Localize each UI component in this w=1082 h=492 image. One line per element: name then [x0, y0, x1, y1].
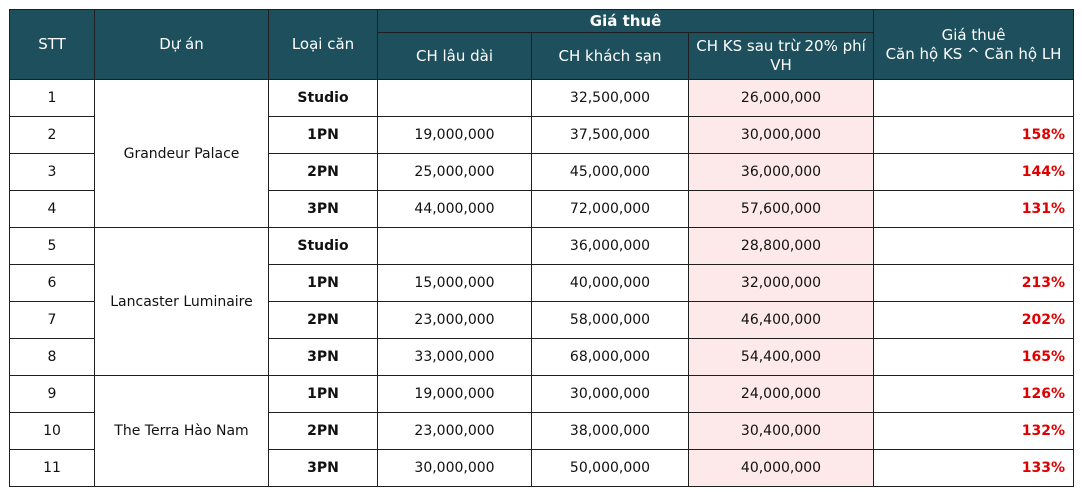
cell-type: 2PN: [268, 153, 378, 191]
cell-stt: 8: [9, 338, 95, 376]
cell-hotel-after: 30,000,000: [687, 116, 875, 154]
table-row: 1 Grandeur Palace Studio 32,500,000 26,0…: [9, 79, 1075, 228]
cell-type: 1PN: [268, 116, 378, 154]
cell-stt: 3: [9, 153, 95, 191]
cell-type: 3PN: [268, 338, 378, 376]
cell-hotel: 50,000,000: [531, 449, 689, 487]
cell-type: 2PN: [268, 301, 378, 339]
cell-project: Lancaster Luminaire: [94, 227, 269, 376]
table-row: 7 2PN 23,000,000 58,000,000 46,400,000 2…: [9, 301, 1075, 339]
cell-long-term: 33,000,000: [377, 338, 532, 376]
rent-table-wrapper: STT Dự án Loại căn Giá thuê Giá thuê Căn…: [9, 9, 1075, 487]
cell-type: 1PN: [268, 264, 378, 302]
cell-ratio: 165%: [873, 338, 1075, 376]
cell-ratio: [873, 227, 1075, 265]
cell-hotel: 32,500,000: [531, 79, 689, 117]
cell-type: Studio: [268, 79, 378, 117]
header-hotel: CH khách sạn: [531, 32, 689, 80]
header-type: Loại căn: [268, 9, 378, 80]
cell-hotel-after: 46,400,000: [687, 301, 875, 339]
cell-stt: 5: [9, 227, 95, 265]
cell-hotel-after: 40,000,000: [687, 449, 875, 487]
cell-long-term: 25,000,000: [377, 153, 532, 191]
cell-hotel-after: 30,400,000: [687, 412, 875, 450]
cell-long-term: 23,000,000: [377, 412, 532, 450]
cell-project: Grandeur Palace: [94, 79, 269, 228]
cell-ratio: 132%: [873, 412, 1075, 450]
cell-type: 2PN: [268, 412, 378, 450]
cell-ratio: 144%: [873, 153, 1075, 191]
cell-stt: 11: [9, 449, 95, 487]
table-row: 10 2PN 23,000,000 38,000,000 30,400,000 …: [9, 412, 1075, 450]
table-row: 2 1PN 19,000,000 37,500,000 30,000,000 1…: [9, 116, 1075, 154]
cell-hotel: 58,000,000: [531, 301, 689, 339]
table-row: 6 1PN 15,000,000 40,000,000 32,000,000 2…: [9, 264, 1075, 302]
cell-stt: 9: [9, 375, 95, 413]
cell-project: The Terra Hào Nam: [94, 375, 269, 487]
cell-stt: 10: [9, 412, 95, 450]
cell-stt: 1: [9, 79, 95, 117]
header-ratio: Giá thuê Căn hộ KS ^ Căn hộ LH: [873, 9, 1075, 80]
cell-type: 3PN: [268, 449, 378, 487]
cell-hotel-after: 26,000,000: [687, 79, 875, 117]
cell-long-term: 30,000,000: [377, 449, 532, 487]
cell-ratio: 202%: [873, 301, 1075, 339]
cell-ratio: 126%: [873, 375, 1075, 413]
header-long-term: CH lâu dài: [377, 32, 532, 80]
cell-ratio: 131%: [873, 190, 1075, 228]
header-stt: STT: [9, 9, 95, 80]
cell-stt: 4: [9, 190, 95, 228]
cell-hotel: 38,000,000: [531, 412, 689, 450]
cell-hotel: 45,000,000: [531, 153, 689, 191]
cell-hotel: 72,000,000: [531, 190, 689, 228]
rent-comparison-table: STT Dự án Loại căn Giá thuê Giá thuê Căn…: [9, 9, 1075, 487]
table-row: 9 The Terra Hào Nam 1PN 19,000,000 30,00…: [9, 375, 1075, 487]
cell-hotel-after: 28,800,000: [687, 227, 875, 265]
cell-long-term: 44,000,000: [377, 190, 532, 228]
cell-ratio: 158%: [873, 116, 1075, 154]
cell-type: Studio: [268, 227, 378, 265]
cell-hotel-after: 54,400,000: [687, 338, 875, 376]
cell-stt: 6: [9, 264, 95, 302]
cell-long-term: 23,000,000: [377, 301, 532, 339]
table-row: 4 3PN 44,000,000 72,000,000 57,600,000 1…: [9, 190, 1075, 228]
cell-type: 3PN: [268, 190, 378, 228]
cell-hotel: 36,000,000: [531, 227, 689, 265]
table-row: 5 Lancaster Luminaire Studio 36,000,000 …: [9, 227, 1075, 376]
header-hotel-after: CH KS sau trừ 20% phí VH: [687, 32, 875, 80]
table-row: 11 3PN 30,000,000 50,000,000 40,000,000 …: [9, 449, 1075, 487]
cell-hotel-after: 32,000,000: [687, 264, 875, 302]
cell-long-term: [377, 79, 532, 117]
cell-long-term: 19,000,000: [377, 116, 532, 154]
cell-hotel: 30,000,000: [531, 375, 689, 413]
cell-long-term: [377, 227, 532, 265]
header-rent-group: Giá thuê: [376, 9, 875, 33]
cell-hotel: 37,500,000: [531, 116, 689, 154]
cell-hotel-after: 24,000,000: [687, 375, 875, 413]
cell-hotel: 68,000,000: [531, 338, 689, 376]
cell-type: 1PN: [268, 375, 378, 413]
cell-stt: 2: [9, 116, 95, 154]
cell-long-term: 15,000,000: [377, 264, 532, 302]
table-row: 3 2PN 25,000,000 45,000,000 36,000,000 1…: [9, 153, 1075, 191]
header-project: Dự án: [94, 9, 269, 80]
cell-hotel-after: 57,600,000: [687, 190, 875, 228]
cell-ratio: 133%: [873, 449, 1075, 487]
cell-hotel: 40,000,000: [531, 264, 689, 302]
header-ratio-line2: Căn hộ KS ^ Căn hộ LH: [885, 44, 1062, 63]
cell-long-term: 19,000,000: [377, 375, 532, 413]
cell-ratio: 213%: [873, 264, 1075, 302]
cell-ratio: [873, 79, 1075, 117]
cell-stt: 7: [9, 301, 95, 339]
cell-hotel-after: 36,000,000: [687, 153, 875, 191]
header-ratio-line1: Giá thuê: [941, 25, 1006, 44]
